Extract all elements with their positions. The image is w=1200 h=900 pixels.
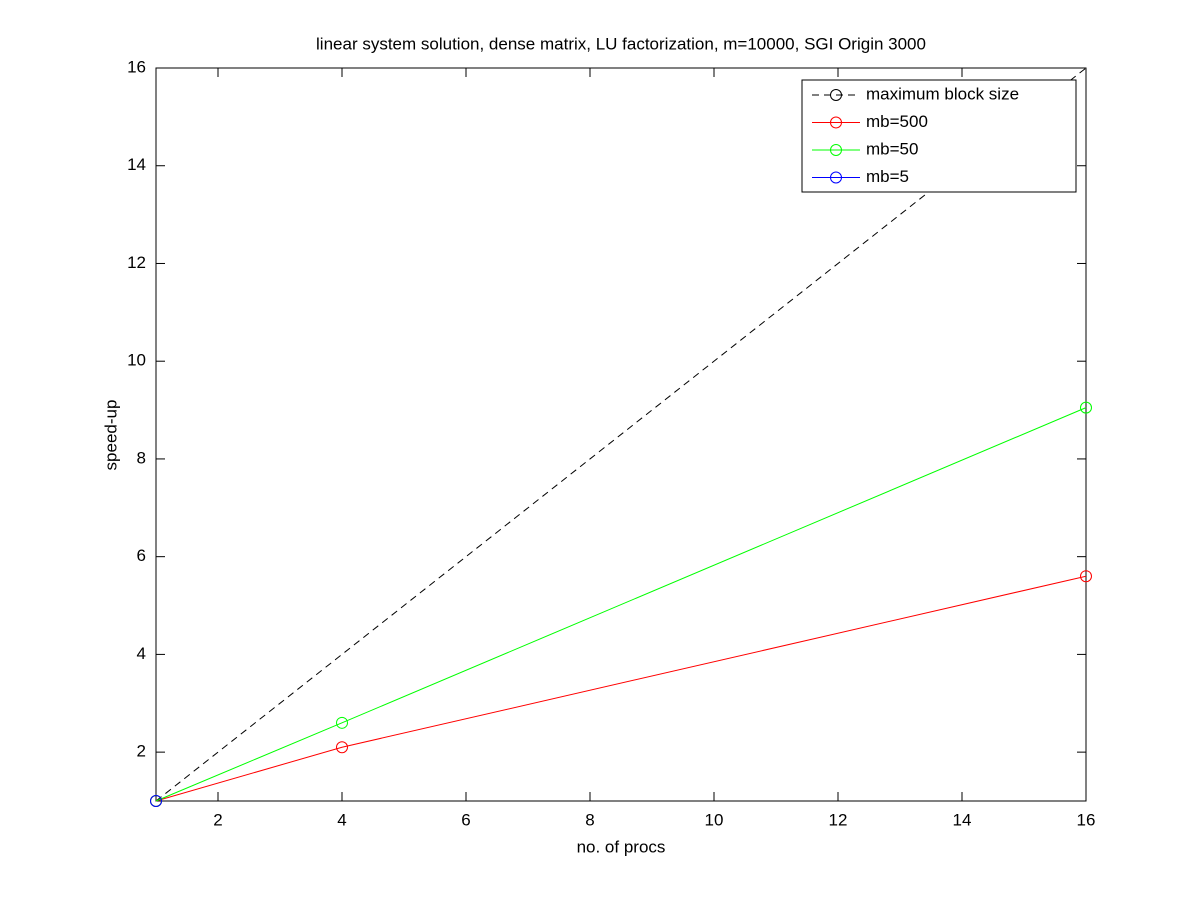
x-tick-label: 6 [461,810,470,829]
legend-marker [830,89,842,101]
legend-box [801,79,1077,193]
y-tick-label: 16 [127,57,146,76]
y-tick-label: 14 [127,155,146,174]
data-point [150,795,162,807]
y-tick-label: 4 [137,644,146,663]
series-line [155,575,1087,802]
x-axis-label: no. of procs [577,837,666,856]
x-tick-label: 14 [953,810,972,829]
y-tick-label: 10 [127,351,146,370]
data-point [1080,570,1092,583]
legend-label: mb=500 [866,112,928,131]
x-tick-label: 2 [213,810,222,829]
y-tick-label: 2 [137,742,146,761]
legend-marker [830,171,842,184]
x-tick-label: 16 [1077,810,1096,829]
data-point [336,741,348,754]
chart-title: linear system solution, dense matrix, LU… [316,34,926,53]
plot-area [155,67,1087,802]
legend-label: mb=5 [866,167,909,186]
y-tick-label: 12 [127,253,146,272]
x-tick-label: 12 [829,810,848,829]
x-tick-label: 8 [585,810,594,829]
data-point [336,716,348,729]
y-tick-label: 6 [137,546,146,565]
legend-marker [830,116,842,129]
data-point [1080,401,1092,414]
y-tick-label: 8 [137,448,146,467]
legend-marker [830,144,842,156]
series-line [155,407,1087,802]
y-axis-label: speed-up [101,400,120,471]
x-tick-label: 10 [705,810,724,829]
x-tick-label: 4 [337,810,346,829]
legend-label: maximum block size [866,84,1019,103]
legend-label: mb=50 [866,139,918,158]
